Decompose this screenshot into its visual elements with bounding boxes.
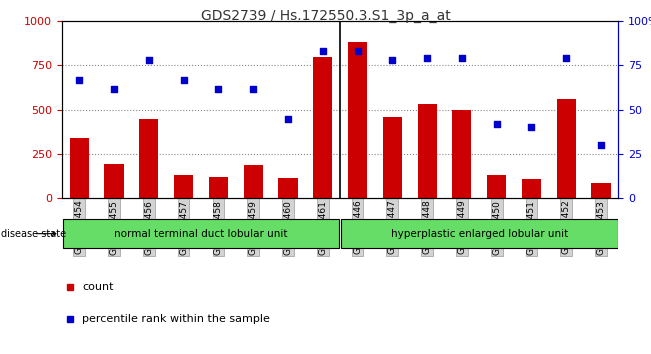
Point (561, 56, 572, 61)
Bar (557, 99, 576, 198)
Point (248, 86, 258, 91)
Bar (592, 183, 611, 198)
Bar (209, 177, 228, 198)
Point (318, 48, 328, 54)
Text: count: count (82, 282, 113, 292)
Point (178, 77, 189, 82)
Bar (139, 119, 158, 198)
Text: percentile rank within the sample: percentile rank within the sample (82, 314, 270, 324)
Bar (452, 110, 471, 198)
Text: hyperplastic enlarged lobular unit: hyperplastic enlarged lobular unit (391, 229, 568, 239)
Bar (70, 138, 89, 198)
Bar (383, 117, 402, 198)
Bar (174, 175, 193, 198)
Text: disease state: disease state (1, 229, 66, 239)
Text: GDS2739 / Hs.172550.3.S1_3p_a_at: GDS2739 / Hs.172550.3.S1_3p_a_at (201, 9, 450, 23)
Point (74, 77, 85, 82)
Text: normal terminal duct lobular unit: normal terminal duct lobular unit (114, 229, 288, 239)
Point (352, 48, 363, 54)
FancyBboxPatch shape (341, 219, 618, 248)
Bar (243, 166, 263, 198)
Point (526, 125, 536, 130)
Point (283, 116, 293, 121)
Bar (522, 179, 541, 198)
FancyBboxPatch shape (62, 219, 339, 248)
Bar (279, 178, 298, 198)
Point (144, 57, 154, 63)
Bar (104, 164, 124, 198)
Point (457, 56, 467, 61)
Point (213, 86, 223, 91)
Point (596, 142, 606, 148)
Bar (313, 57, 332, 198)
Bar (417, 104, 437, 198)
Point (492, 121, 502, 127)
Bar (487, 175, 506, 198)
Point (387, 57, 398, 63)
Point (422, 56, 432, 61)
Bar (348, 42, 367, 198)
Point (109, 86, 119, 91)
